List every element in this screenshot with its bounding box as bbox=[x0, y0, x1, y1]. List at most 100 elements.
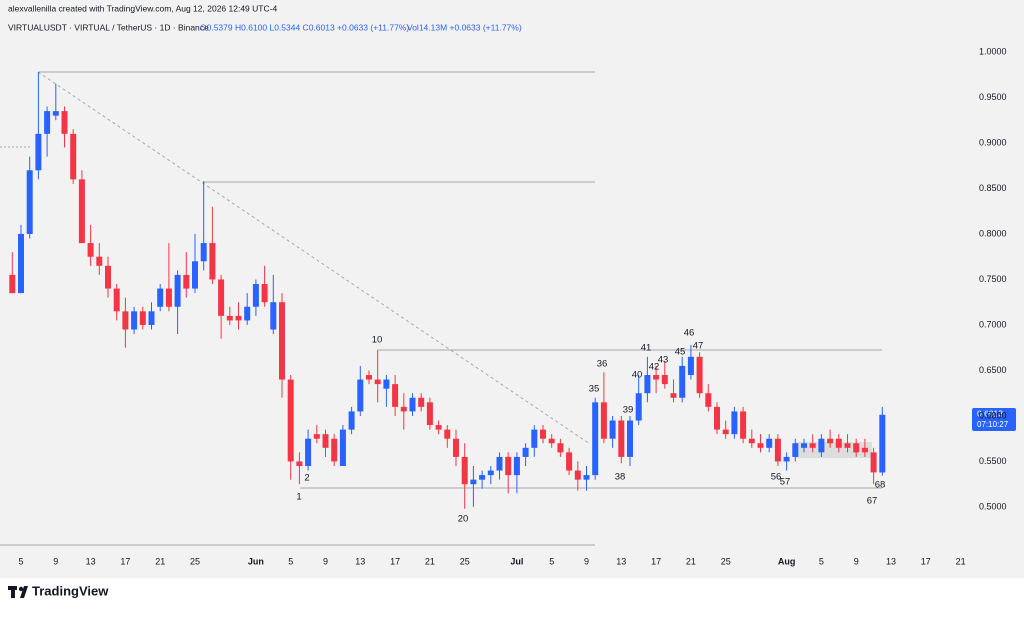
x-tick-label: 17 bbox=[390, 556, 400, 566]
candle-body bbox=[218, 279, 225, 316]
annotation: 45 bbox=[675, 347, 686, 358]
candle-body bbox=[209, 243, 216, 280]
candle-body bbox=[444, 429, 451, 439]
candle-body bbox=[705, 393, 712, 407]
candle-body bbox=[609, 420, 616, 439]
candle-body bbox=[61, 111, 68, 134]
annotation: 10 bbox=[372, 335, 383, 346]
candle-body bbox=[470, 479, 477, 485]
candle-body bbox=[348, 411, 355, 430]
candle-body bbox=[835, 438, 842, 448]
candle-body bbox=[783, 456, 790, 462]
x-tick-label: 9 bbox=[854, 556, 859, 566]
x-tick-label: 21 bbox=[686, 556, 696, 566]
x-tick-label: 13 bbox=[886, 556, 896, 566]
ohlc: O0.5379 H0.6100 L0.5344 C0.6013 +0.0633 … bbox=[200, 22, 409, 32]
candle-body bbox=[70, 133, 77, 180]
candle-body bbox=[583, 475, 590, 480]
x-tick-label: 17 bbox=[651, 556, 661, 566]
x-tick-label: 5 bbox=[288, 556, 293, 566]
annotation: 38 bbox=[615, 472, 626, 483]
candle-body bbox=[731, 411, 738, 435]
candle-body bbox=[592, 402, 599, 476]
candle-body bbox=[809, 443, 816, 448]
candle-body bbox=[270, 302, 277, 330]
candle-body bbox=[531, 429, 538, 448]
annotation: 68 bbox=[875, 480, 886, 491]
y-tick-label: 0.9500 bbox=[979, 92, 1007, 102]
y-tick-label: 0.7500 bbox=[979, 274, 1007, 284]
candle-body bbox=[235, 315, 242, 321]
candle-body bbox=[105, 265, 111, 289]
candle-body bbox=[548, 438, 555, 444]
candle-body bbox=[722, 429, 729, 435]
candle-body bbox=[574, 470, 581, 480]
x-tick-label: 9 bbox=[53, 556, 58, 566]
candle-body bbox=[313, 434, 320, 439]
candle-body bbox=[339, 429, 346, 467]
candle-body bbox=[757, 443, 764, 448]
volume: Vol14.13M +0.0633 (+11.77%) bbox=[407, 22, 522, 32]
x-tick-label: 17 bbox=[921, 556, 931, 566]
x-tick-label: 17 bbox=[120, 556, 130, 566]
x-tick-label: 9 bbox=[584, 556, 589, 566]
candle-body bbox=[18, 233, 24, 294]
candle-body bbox=[26, 170, 33, 234]
candle-body bbox=[78, 179, 85, 244]
candle-body bbox=[322, 434, 329, 448]
candle-body bbox=[200, 243, 207, 262]
candle-body bbox=[165, 288, 172, 307]
candle-body bbox=[44, 111, 51, 134]
candle-body bbox=[366, 375, 372, 380]
x-tick-label: 5 bbox=[18, 556, 23, 566]
x-tick-label: 25 bbox=[721, 556, 731, 566]
candle-body bbox=[748, 438, 755, 444]
candle-body bbox=[714, 406, 720, 430]
candle-body bbox=[627, 420, 633, 457]
annotation: 1 bbox=[296, 492, 301, 503]
brand-logo bbox=[8, 586, 28, 598]
candle-body bbox=[792, 443, 799, 457]
candle-body bbox=[392, 384, 399, 407]
x-tick-label: Jul bbox=[510, 556, 523, 566]
candle-body bbox=[600, 402, 607, 439]
candle-body bbox=[409, 397, 416, 412]
candle-body bbox=[801, 443, 807, 448]
candle-body bbox=[131, 311, 138, 330]
candle-body bbox=[192, 261, 198, 289]
candle-body bbox=[644, 375, 651, 394]
candle-body bbox=[653, 375, 660, 380]
annotation: 41 bbox=[641, 343, 652, 354]
candle-body bbox=[696, 356, 703, 394]
y-tick-label: 0.8000 bbox=[979, 228, 1007, 238]
x-tick-label: 13 bbox=[86, 556, 96, 566]
candle-body bbox=[296, 461, 303, 467]
candle-body bbox=[435, 425, 442, 430]
candle-body bbox=[818, 438, 825, 453]
candle-body bbox=[879, 414, 886, 473]
y-tick-label: 1.0000 bbox=[979, 46, 1007, 56]
candle-body bbox=[122, 311, 129, 330]
annotation: 39 bbox=[623, 405, 634, 416]
annotation: 56 bbox=[771, 472, 782, 483]
candle-body bbox=[305, 438, 312, 467]
annotation: 42 bbox=[649, 362, 660, 373]
candle-body bbox=[383, 379, 390, 389]
candle-body bbox=[244, 306, 251, 321]
candle-body bbox=[400, 406, 407, 412]
candle-body bbox=[287, 379, 294, 462]
y-tick-label: 0.9000 bbox=[979, 137, 1007, 147]
candle-body bbox=[87, 243, 94, 257]
annotation: 46 bbox=[684, 328, 695, 339]
x-tick-label: 13 bbox=[355, 556, 365, 566]
candle-body bbox=[113, 288, 120, 312]
y-tick-label: 0.5500 bbox=[979, 456, 1007, 466]
candle-body bbox=[557, 443, 564, 453]
x-tick-label: 21 bbox=[956, 556, 966, 566]
candle-body bbox=[174, 274, 181, 307]
candle-body bbox=[496, 456, 503, 471]
candle-body bbox=[487, 470, 494, 476]
x-tick-label: 9 bbox=[323, 556, 328, 566]
candle-body bbox=[540, 429, 546, 439]
